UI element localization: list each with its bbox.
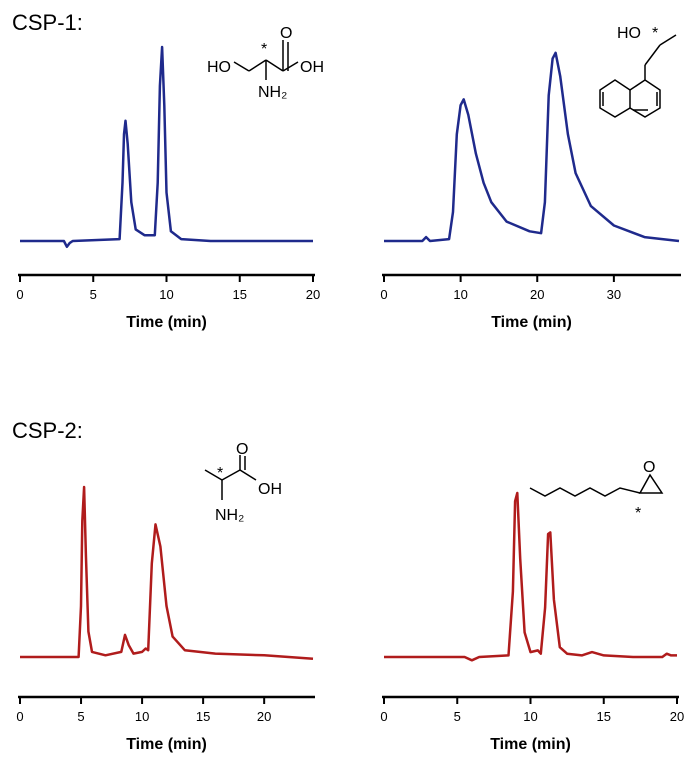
- x-tick-label: 20: [530, 287, 544, 302]
- x-tick-label: 0: [16, 287, 23, 302]
- atom-label: OH: [258, 481, 282, 498]
- panel-label: CSP-1:: [12, 10, 83, 35]
- trace: [384, 51, 680, 243]
- trace: [20, 485, 314, 660]
- structure: [233, 40, 299, 80]
- atom-label: OH: [300, 59, 324, 76]
- x-tick-label: 10: [523, 709, 537, 724]
- structure: [204, 455, 257, 500]
- atom-label: *: [652, 25, 658, 42]
- x-tick-label: 0: [380, 287, 387, 302]
- x-tick-label: 5: [90, 287, 97, 302]
- x-axis-label: Time (min): [491, 314, 572, 331]
- structure: [529, 473, 664, 497]
- x-tick-label: 15: [196, 709, 210, 724]
- x-tick-label: 5: [77, 709, 84, 724]
- atom-label: NH₂: [215, 507, 244, 524]
- x-tick-label: 20: [306, 287, 320, 302]
- atom-label: *: [635, 505, 641, 522]
- x-tick-label: 30: [607, 287, 621, 302]
- atom-label: O: [280, 25, 292, 42]
- x-tick-label: 10: [453, 287, 467, 302]
- atom-label: *: [261, 41, 267, 58]
- x-tick-label: 15: [597, 709, 611, 724]
- x-tick-label: 0: [16, 709, 23, 724]
- atom-label: HO: [207, 59, 231, 76]
- atom-label: *: [217, 465, 223, 482]
- atom-label: O: [643, 459, 655, 476]
- x-tick-label: 10: [159, 287, 173, 302]
- x-axis-label: Time (min): [126, 314, 207, 331]
- trace: [384, 491, 677, 662]
- x-axis-label: Time (min): [126, 736, 207, 753]
- x-tick-label: 10: [135, 709, 149, 724]
- x-tick-label: 0: [380, 709, 387, 724]
- panel-label: CSP-2:: [12, 418, 83, 443]
- atom-label: O: [236, 441, 248, 458]
- trace: [20, 45, 313, 249]
- atom-label: NH₂: [258, 84, 287, 101]
- x-tick-label: 20: [670, 709, 684, 724]
- atom-label: HO: [617, 25, 641, 42]
- x-tick-label: 5: [454, 709, 461, 724]
- x-tick-label: 20: [257, 709, 271, 724]
- x-tick-label: 15: [233, 287, 247, 302]
- x-axis-label: Time (min): [490, 736, 571, 753]
- structure: [599, 34, 677, 118]
